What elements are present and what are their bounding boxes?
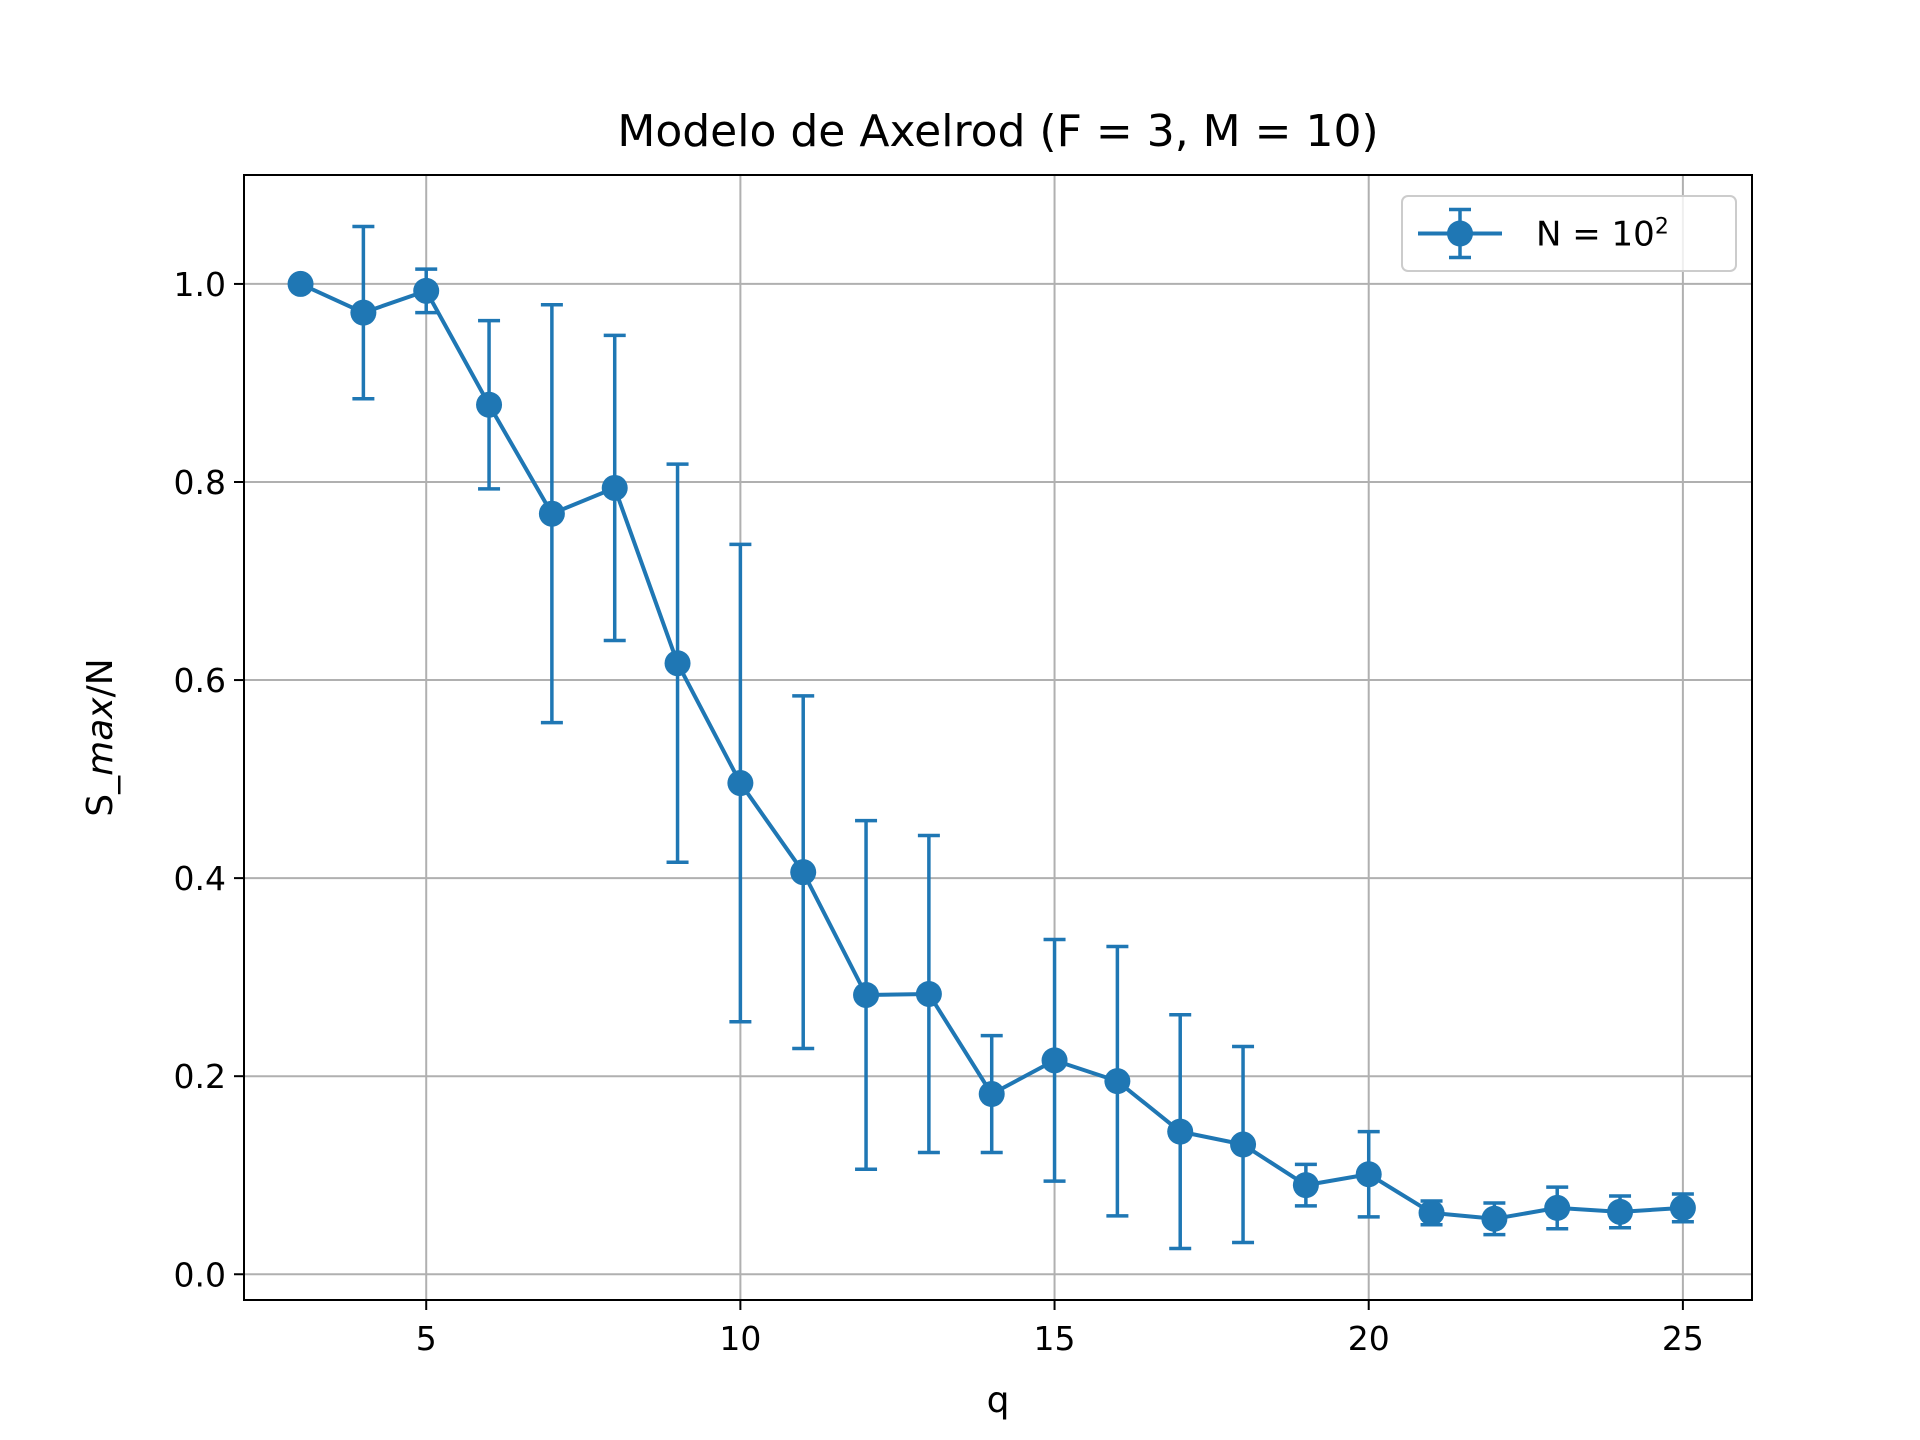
y-tick-label: 0.8	[174, 463, 226, 502]
y-tick-label: 0.4	[174, 859, 226, 898]
x-tick-label: 10	[719, 1319, 761, 1358]
data-point	[1167, 1118, 1194, 1145]
data-point	[1230, 1131, 1257, 1158]
data-point	[1607, 1198, 1634, 1225]
y-tick-label: 0.0	[174, 1255, 226, 1294]
legend-label-exponent: 2	[1655, 214, 1669, 239]
data-point	[978, 1081, 1005, 1108]
legend-series-label: N = 102	[1536, 214, 1669, 255]
legend-label-base: N = 10	[1536, 215, 1655, 255]
data-point	[476, 391, 503, 418]
y-axis-label-italic: max	[80, 697, 121, 776]
data-point	[1669, 1194, 1696, 1221]
data-point	[1544, 1194, 1571, 1221]
data-point	[601, 474, 628, 501]
legend: N = 102	[1401, 195, 1737, 272]
data-point	[413, 277, 440, 304]
grid	[244, 175, 1752, 1300]
data-point	[287, 270, 314, 297]
axis-ticks: 5 10 15 20 25 0.0 0.2 0.4 0.6 0.8 1.0	[174, 265, 1704, 1358]
legend-box	[1401, 195, 1737, 272]
data-point	[1355, 1161, 1382, 1188]
y-tick-label: 1.0	[174, 265, 226, 304]
data-point	[538, 500, 565, 527]
x-axis-label: q	[987, 1380, 1010, 1421]
data-point	[664, 650, 691, 677]
y-axis-label-prefix: S_	[80, 775, 121, 817]
plot-frame	[243, 174, 1753, 1301]
legend-dot	[1447, 220, 1473, 247]
data-point	[853, 981, 880, 1008]
y-tick-label: 0.2	[174, 1057, 226, 1096]
x-tick-label: 20	[1348, 1319, 1390, 1358]
data-point	[1292, 1172, 1319, 1199]
x-tick-label: 5	[416, 1319, 437, 1358]
data-point	[915, 980, 942, 1007]
data-point	[350, 299, 377, 326]
y-tick-label: 0.6	[174, 661, 226, 700]
y-axis-label-suffix: /N	[80, 658, 121, 697]
data-point	[1041, 1047, 1068, 1074]
x-tick-label: 15	[1034, 1319, 1076, 1358]
data-point	[727, 770, 754, 797]
data-point	[790, 859, 817, 886]
data-point	[1104, 1068, 1131, 1095]
data-point	[1481, 1205, 1508, 1232]
legend-series-marker	[1418, 207, 1502, 260]
chart-title: Modelo de Axelrod (F = 3, M = 10)	[617, 106, 1378, 157]
series-layer	[287, 224, 1696, 1251]
y-axis-label: S_max/N	[80, 658, 121, 816]
x-tick-label: 25	[1662, 1319, 1704, 1358]
data-point	[1418, 1199, 1445, 1226]
